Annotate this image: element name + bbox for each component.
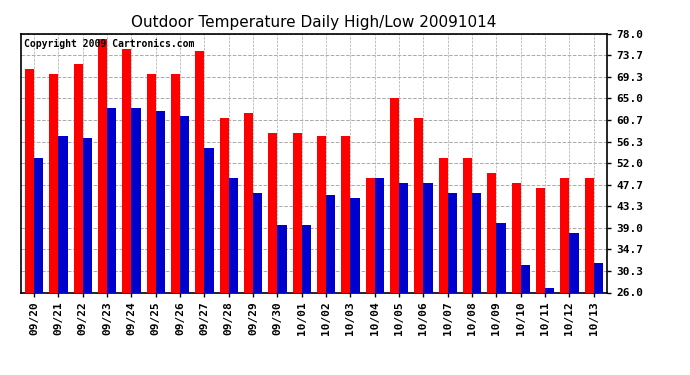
Bar <box>49 74 59 292</box>
Bar <box>204 148 214 292</box>
Bar <box>59 136 68 292</box>
Bar <box>399 183 408 292</box>
Bar <box>107 108 117 292</box>
Bar <box>317 136 326 292</box>
Bar <box>545 288 554 292</box>
Bar <box>253 193 262 292</box>
Bar <box>156 111 165 292</box>
Bar <box>594 262 603 292</box>
Bar <box>146 74 156 292</box>
Bar <box>83 138 92 292</box>
Text: Copyright 2009 Cartronics.com: Copyright 2009 Cartronics.com <box>23 39 194 49</box>
Bar <box>521 265 530 292</box>
Bar <box>472 193 482 292</box>
Bar <box>366 178 375 292</box>
Bar <box>74 64 83 292</box>
Bar <box>277 225 286 292</box>
Bar <box>584 178 594 292</box>
Bar <box>375 178 384 292</box>
Bar <box>268 133 277 292</box>
Bar <box>180 116 189 292</box>
Bar <box>293 133 302 292</box>
Bar <box>390 99 399 292</box>
Bar <box>302 225 311 292</box>
Title: Outdoor Temperature Daily High/Low 20091014: Outdoor Temperature Daily High/Low 20091… <box>131 15 497 30</box>
Bar <box>560 178 569 292</box>
Bar <box>414 118 424 292</box>
Bar <box>511 183 521 292</box>
Bar <box>34 158 43 292</box>
Bar <box>463 158 472 292</box>
Bar <box>351 198 359 292</box>
Bar <box>342 136 351 292</box>
Bar <box>497 223 506 292</box>
Bar <box>487 173 497 292</box>
Bar <box>25 69 34 292</box>
Bar <box>424 183 433 292</box>
Bar <box>439 158 448 292</box>
Bar <box>244 113 253 292</box>
Bar <box>569 233 579 292</box>
Bar <box>98 39 107 292</box>
Bar <box>219 118 229 292</box>
Bar <box>122 49 131 292</box>
Bar <box>171 74 180 292</box>
Bar <box>326 195 335 292</box>
Bar <box>448 193 457 292</box>
Bar <box>229 178 238 292</box>
Bar <box>536 188 545 292</box>
Bar <box>195 51 204 292</box>
Bar <box>131 108 141 292</box>
